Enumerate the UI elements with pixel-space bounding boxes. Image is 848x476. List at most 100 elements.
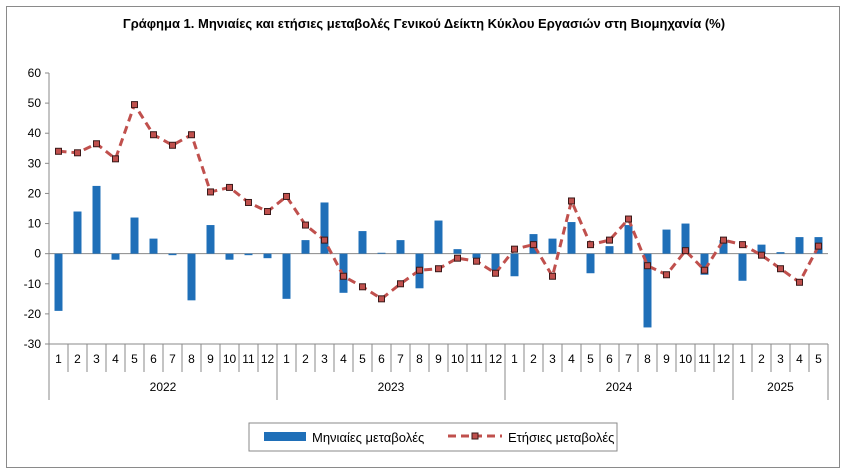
bar [282,253,291,299]
month-label: 5 [359,352,366,366]
line-point [321,236,328,244]
line-point [435,265,442,273]
y-tick-label: 50 [28,96,42,110]
line-point [169,141,176,149]
month-label: 1 [55,352,62,366]
line-point [606,236,613,244]
line-point [587,241,594,249]
bar [111,253,120,260]
bar [738,253,747,281]
line-point [758,251,765,259]
bar [586,253,595,274]
bar [54,253,63,311]
bar [73,211,82,254]
line-point [264,208,271,216]
bar [377,252,386,254]
bar [301,240,310,254]
line-point [112,155,119,163]
line-point [682,247,689,255]
bar [662,229,671,254]
month-label: 8 [644,352,651,366]
y-tick-label: -20 [24,307,42,321]
line-point [473,257,480,265]
line-point [245,198,252,206]
month-label: 2 [74,352,81,366]
year-label: 2025 [767,380,794,394]
y-tick-label: -10 [24,277,42,291]
month-label: 5 [587,352,594,366]
line-point [644,262,651,270]
month-label: 11 [470,352,483,366]
month-label: 2 [758,352,765,366]
line-point [302,221,309,229]
month-label: 11 [242,352,255,366]
month-label: 12 [261,352,275,366]
month-label: 7 [625,352,632,366]
month-label: 11 [698,352,711,366]
y-tick-label: 10 [28,217,42,231]
year-label: 2023 [378,380,405,394]
month-label: 8 [416,352,423,366]
y-tick-label: 20 [28,186,42,200]
month-label: 12 [489,352,503,366]
month-label: 1 [511,352,518,366]
month-label: 2 [302,352,309,366]
bar [187,253,196,301]
line-point [815,242,822,250]
line-point [492,269,499,277]
axes: -30 -20 -10 0 10 20 30 40 50 60 [24,66,829,400]
bar [244,253,253,256]
month-label: 6 [378,352,385,366]
bar [92,185,101,254]
month-label: 3 [549,352,556,366]
line-point [188,131,195,139]
bar [719,240,728,254]
month-label: 2 [530,352,537,366]
month-label: 4 [340,352,347,366]
line-point [283,192,290,200]
month-label: 7 [397,352,404,366]
monthly-bars [54,185,823,328]
line-point [131,101,138,109]
chart-title: Γράφημα 1. Μηνιαίες και ετήσιες μεταβολέ… [122,16,726,31]
y-tick-label: 60 [28,66,42,80]
month-label: 9 [663,352,670,366]
annual-line [55,101,822,303]
line-point [93,140,100,148]
line-point [226,183,233,191]
month-label: 4 [112,352,119,366]
bar [567,222,576,254]
month-label: 5 [131,352,138,366]
bar [358,231,367,254]
line-point [511,245,518,253]
legend: Μηνιαίες μεταβολές Ετήσιες μεταβολές [248,422,618,452]
month-label: 10 [679,352,693,366]
bar [434,220,443,254]
bar [263,253,272,259]
legend-box [248,422,618,452]
month-label: 7 [169,352,176,366]
bar [510,253,519,277]
bar [624,225,633,254]
bar [396,240,405,254]
legend-line-marker [471,432,479,440]
line-point [397,280,404,288]
bar [795,237,804,254]
line-point [454,254,461,262]
line-point [796,278,803,286]
bar [472,253,481,259]
bar [168,253,177,256]
line-point [340,272,347,280]
legend-line-label: Ετήσιες μεταβολές [508,430,614,445]
line-point [416,266,423,274]
month-label: 10 [451,352,465,366]
month-label: 6 [150,352,157,366]
y-tick-label: 30 [28,156,42,170]
bar [548,238,557,254]
legend-bar-label: Μηνιαίες μεταβολές [312,430,424,445]
bar [225,253,234,260]
month-label: 3 [93,352,100,366]
bar [681,223,690,254]
